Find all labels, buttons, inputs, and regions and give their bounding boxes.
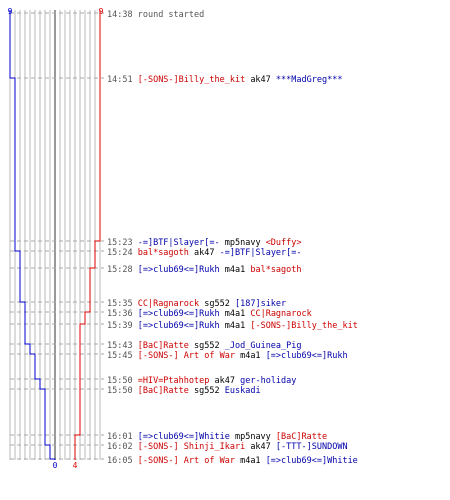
killer-name: [-SONS-]Billy_the_kit — [137, 75, 246, 85]
event-time: 15:36 — [107, 309, 133, 319]
killer-name: [-SONS-] Art of War — [137, 351, 235, 361]
victim-name: [-TTT-]SUNDOWN — [275, 442, 348, 452]
weapon-name: m4a1 — [240, 351, 261, 361]
weapon-name: m4a1 — [224, 265, 246, 275]
event-time: 16:05 — [107, 456, 133, 466]
event-line: 15:35 CC|Ragnarock sg552 [187]siker — [107, 299, 286, 309]
event-line: 14:38 round started — [107, 10, 204, 20]
weapon-name: m4a1 — [224, 321, 246, 331]
event-line: 15:50 [BaC]Ratte sg552 Euskadi — [107, 386, 261, 396]
weapon-name: sg552 — [204, 299, 230, 309]
blue-start-count: 9 — [8, 7, 13, 16]
event-line: 15:28 [=>club69<=]Rukh m4a1 bal*sagoth — [107, 265, 302, 275]
event-time: 15:24 — [107, 248, 133, 258]
event-line: 15:23 -=]BTF|Slayer[=- mp5navy <Duffy> — [107, 238, 302, 248]
victim-name: [BaC]Ratte — [275, 432, 328, 442]
event-line: 16:05 [-SONS-] Art of War m4a1 [=>club69… — [107, 456, 358, 466]
killer-name: [-SONS-] Shinji_Ikari — [137, 442, 246, 452]
victim-name: [-SONS-]Billy_the_kit — [250, 321, 358, 331]
event-line: 16:01 [=>club69<=]Whitie mp5navy [BaC]Ra… — [107, 432, 327, 442]
weapon-name: sg552 — [194, 386, 220, 396]
killer-name: =HIV=Ptahhotep — [137, 376, 210, 386]
victim-name: [=>club69<=]Whitie — [265, 456, 358, 466]
victim-name: ger-holiday — [240, 376, 297, 386]
blue-end-count: 0 — [53, 461, 58, 470]
killer-name: CC|Ragnarock — [137, 299, 200, 309]
killer-name: [=>club69<=]Whitie — [137, 432, 230, 442]
victim-name: _Jod_Guinea_Pig — [224, 341, 302, 351]
event-line: 15:50 =HIV=Ptahhotep ak47 ger-holiday — [107, 376, 296, 386]
red-team-alive-line — [74, 10, 101, 460]
killer-name: bal*sagoth — [137, 248, 189, 258]
killer-name: -=]BTF|Slayer[=- — [137, 238, 220, 248]
weapon-name: ak47 — [194, 248, 215, 258]
event-time: 14:51 — [107, 75, 133, 85]
event-time: 16:02 — [107, 442, 133, 452]
victim-name: bal*sagoth — [250, 265, 302, 275]
weapon-name: ak47 — [250, 75, 271, 85]
victim-name: <Duffy> — [265, 238, 302, 248]
killer-name: [=>club69<=]Rukh — [137, 309, 220, 319]
weapon-name: sg552 — [194, 341, 220, 351]
weapon-name: mp5navy — [234, 432, 271, 442]
weapon-name: ak47 — [250, 442, 271, 452]
event-time: 16:01 — [107, 432, 133, 442]
event-time: 15:43 — [107, 341, 133, 351]
round-status-text: round started — [137, 10, 205, 20]
event-time: 15:35 — [107, 299, 133, 309]
killer-name: [=>club69<=]Rukh — [137, 265, 220, 275]
killer-name: [BaC]Ratte — [137, 341, 189, 351]
victim-name: [=>club69<=]Rukh — [265, 351, 348, 361]
weapon-name: mp5navy — [224, 238, 261, 248]
event-line: 15:43 [BaC]Ratte sg552 _Jod_Guinea_Pig — [107, 341, 302, 351]
killer-name: [=>club69<=]Rukh — [137, 321, 220, 331]
event-line: 15:39 [=>club69<=]Rukh m4a1 [-SONS-]Bill… — [107, 321, 358, 331]
victim-name: Euskadi — [224, 386, 261, 396]
event-time: 15:28 — [107, 265, 133, 275]
event-line: 14:51 [-SONS-]Billy_the_kit ak47 ***MadG… — [107, 75, 342, 85]
victim-name: ***MadGreg*** — [275, 75, 343, 85]
event-time: 15:50 — [107, 376, 133, 386]
killer-name: [BaC]Ratte — [137, 386, 189, 396]
event-line: 15:24 bal*sagoth ak47 -=]BTF|Slayer[=- — [107, 248, 302, 258]
victim-name: -=]BTF|Slayer[=- — [219, 248, 302, 258]
weapon-name: ak47 — [214, 376, 235, 386]
event-time: 14:38 — [107, 10, 133, 20]
event-time: 15:23 — [107, 238, 133, 248]
event-line: 16:02 [-SONS-] Shinji_Ikari ak47 [-TTT-]… — [107, 442, 348, 452]
victim-name: CC|Ragnarock — [250, 309, 312, 319]
blue-team-alive-line — [9, 10, 56, 460]
red-start-count: 9 — [99, 7, 104, 16]
victim-name: [187]siker — [234, 299, 287, 309]
killer-name: [-SONS-] Art of War — [137, 456, 235, 466]
red-end-count: 4 — [73, 461, 78, 470]
event-time: 15:39 — [107, 321, 133, 331]
weapon-name: m4a1 — [240, 456, 261, 466]
event-line: 15:36 [=>club69<=]Rukh m4a1 CC|Ragnarock — [107, 309, 312, 319]
weapon-name: m4a1 — [224, 309, 246, 319]
event-time: 15:50 — [107, 386, 133, 396]
event-line: 15:45 [-SONS-] Art of War m4a1 [=>club69… — [107, 351, 348, 361]
event-time: 15:45 — [107, 351, 133, 361]
